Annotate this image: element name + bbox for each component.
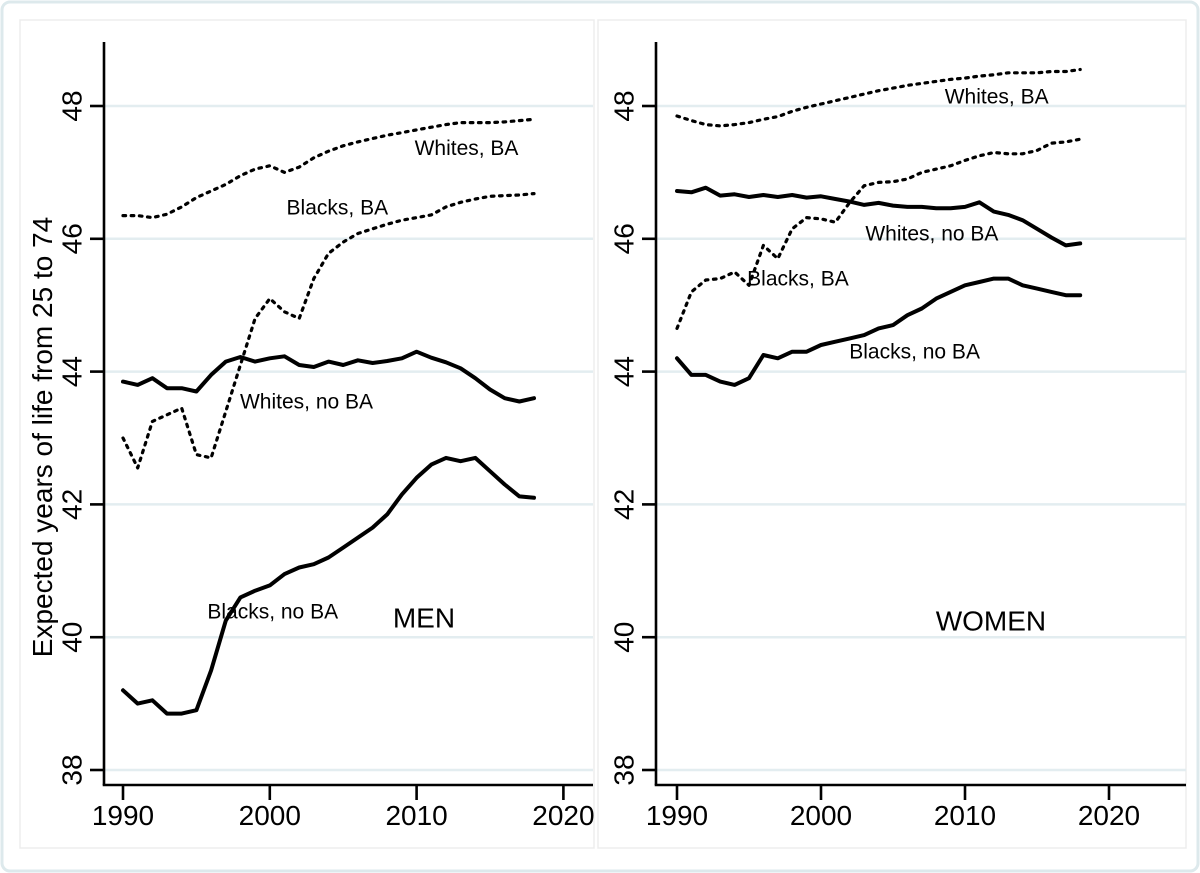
y-tick-label-46: 46 <box>56 223 87 254</box>
y-tick-label-48: 48 <box>56 90 87 121</box>
x-tick-label-2020: 2020 <box>1078 800 1140 831</box>
x-tick-label-2010: 2010 <box>934 800 996 831</box>
y-axis-title: Expected years of life from 25 to 74 <box>27 217 58 657</box>
x-tick-label-2000: 2000 <box>790 800 852 831</box>
y-tick-label-38: 38 <box>56 754 87 785</box>
series-line-whites-no-ba <box>675 185 1083 248</box>
y-tick-label-48: 48 <box>608 90 639 121</box>
series-line-blacks-no-ba <box>121 455 536 716</box>
series-line-blacks-no-ba <box>675 276 1083 387</box>
y-tick-label-40: 40 <box>56 622 87 653</box>
series-line-blacks-ba <box>675 137 1082 330</box>
y-tick-label-42: 42 <box>56 489 87 520</box>
series-label-blacks-no-ba: Blacks, no BA <box>207 600 338 623</box>
y-tick-label-38: 38 <box>608 754 639 785</box>
panel-title-men: MEN <box>393 602 455 633</box>
y-tick-label-44: 44 <box>608 356 639 387</box>
panel-men: 38 40 42 44 46 48 1990 2000 2010 2020 Whites, BA Bl… <box>19 19 595 849</box>
x-tick-label-1990: 1990 <box>646 800 708 831</box>
series-label-blacks-ba: Blacks, BA <box>747 268 849 291</box>
y-tick-label-46: 46 <box>608 223 639 254</box>
x-tick-label-2010: 2010 <box>385 800 447 831</box>
panel-women: 38 40 42 44 46 48 1990 2000 2010 2020 Whites, BA Wh… <box>597 19 1187 849</box>
plot-region-border <box>597 19 1187 849</box>
series-label-blacks-ba: Blacks, BA <box>287 197 389 220</box>
plot-region-border <box>19 19 595 849</box>
y-tick-label-44: 44 <box>56 356 87 387</box>
series-label-whites-ba: Whites, BA <box>945 86 1049 109</box>
y-tick-label-42: 42 <box>608 489 639 520</box>
series-line-whites-no-ba <box>121 349 536 404</box>
series-label-whites-no-ba: Whites, no BA <box>865 222 998 245</box>
panel-title-women: WOMEN <box>936 606 1046 637</box>
x-tick-label-2000: 2000 <box>239 800 301 831</box>
series-line-whites-ba <box>121 117 536 220</box>
series-line-blacks-ba <box>121 192 536 470</box>
x-tick-label-2020: 2020 <box>532 800 594 831</box>
series-label-whites-no-ba: Whites, no BA <box>240 390 373 413</box>
series-label-blacks-no-ba: Blacks, no BA <box>849 341 980 364</box>
y-tick-label-40: 40 <box>608 622 639 653</box>
series-label-whites-ba: Whites, BA <box>415 137 519 160</box>
series-line-whites-ba <box>675 67 1082 128</box>
x-tick-label-1990: 1990 <box>92 800 154 831</box>
